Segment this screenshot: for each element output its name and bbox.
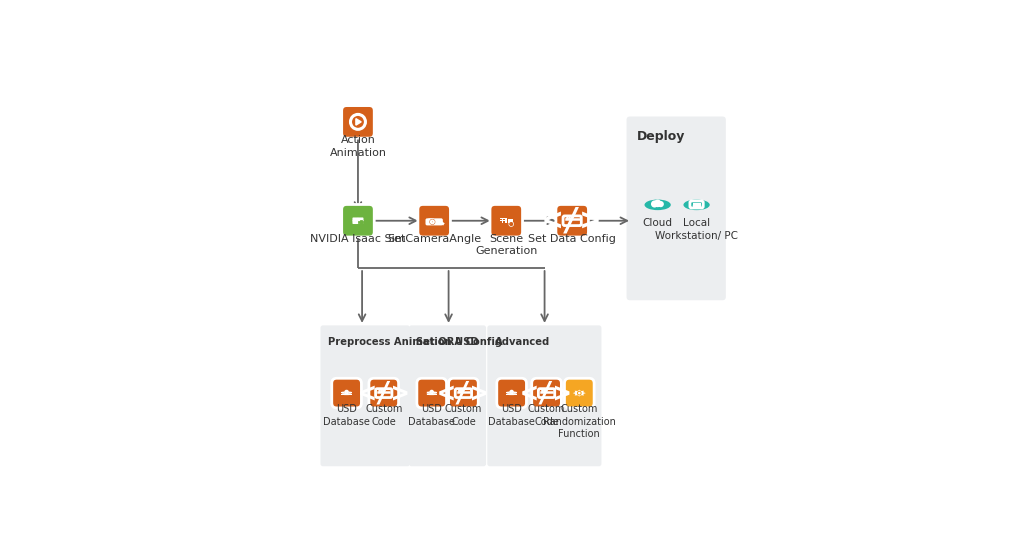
Circle shape xyxy=(657,201,664,207)
Circle shape xyxy=(381,391,382,392)
Ellipse shape xyxy=(341,394,351,395)
Text: Set ORA Config: Set ORA Config xyxy=(417,337,503,347)
FancyBboxPatch shape xyxy=(692,203,700,205)
FancyBboxPatch shape xyxy=(449,378,478,408)
FancyBboxPatch shape xyxy=(508,219,513,223)
Bar xyxy=(501,219,502,220)
Text: </>: </> xyxy=(358,379,409,408)
Ellipse shape xyxy=(427,392,437,393)
FancyBboxPatch shape xyxy=(426,218,442,225)
Bar xyxy=(341,392,351,393)
Bar xyxy=(507,392,517,393)
Bar xyxy=(503,220,505,221)
FancyBboxPatch shape xyxy=(369,378,398,408)
Circle shape xyxy=(571,218,572,219)
FancyBboxPatch shape xyxy=(321,325,410,467)
Polygon shape xyxy=(356,119,361,125)
Circle shape xyxy=(509,222,513,226)
Text: USD
Database: USD Database xyxy=(409,404,455,427)
Ellipse shape xyxy=(427,392,437,393)
Text: NVIDIA Isaac Sim: NVIDIA Isaac Sim xyxy=(310,234,406,244)
FancyBboxPatch shape xyxy=(564,378,594,408)
Bar xyxy=(501,220,502,221)
Circle shape xyxy=(383,391,384,392)
Ellipse shape xyxy=(683,200,710,210)
FancyBboxPatch shape xyxy=(342,105,374,138)
FancyBboxPatch shape xyxy=(409,325,486,467)
Ellipse shape xyxy=(341,392,351,393)
Circle shape xyxy=(577,391,582,395)
FancyBboxPatch shape xyxy=(418,204,451,237)
Text: Custom
Code: Custom Code xyxy=(366,404,402,427)
Text: Action
Animation: Action Animation xyxy=(330,135,386,158)
Ellipse shape xyxy=(652,203,663,207)
Ellipse shape xyxy=(341,392,351,393)
Ellipse shape xyxy=(507,393,517,394)
Bar xyxy=(503,219,505,220)
FancyBboxPatch shape xyxy=(417,378,446,408)
Ellipse shape xyxy=(341,393,351,394)
Text: USD
Database: USD Database xyxy=(324,404,370,427)
Polygon shape xyxy=(572,389,586,396)
Circle shape xyxy=(510,223,513,225)
Ellipse shape xyxy=(427,394,437,395)
Circle shape xyxy=(461,391,462,392)
Text: </>: </> xyxy=(521,379,571,408)
Circle shape xyxy=(345,390,348,394)
Circle shape xyxy=(651,201,658,208)
Circle shape xyxy=(578,392,581,394)
FancyBboxPatch shape xyxy=(531,378,561,408)
Circle shape xyxy=(379,391,380,392)
Text: </>: </> xyxy=(543,205,601,236)
FancyBboxPatch shape xyxy=(497,378,526,408)
Circle shape xyxy=(542,391,543,392)
Ellipse shape xyxy=(507,392,517,393)
Text: Cloud: Cloud xyxy=(643,218,673,228)
FancyBboxPatch shape xyxy=(357,220,364,224)
Text: Advanced: Advanced xyxy=(495,337,550,347)
Circle shape xyxy=(430,390,434,394)
FancyBboxPatch shape xyxy=(556,204,589,237)
FancyBboxPatch shape xyxy=(342,204,374,237)
Ellipse shape xyxy=(507,394,517,395)
Circle shape xyxy=(654,200,662,207)
FancyBboxPatch shape xyxy=(428,218,434,221)
Text: USD
Database: USD Database xyxy=(488,404,536,427)
Text: Set Data Config: Set Data Config xyxy=(528,234,616,244)
Circle shape xyxy=(569,218,570,219)
Text: SetCameraAngle: SetCameraAngle xyxy=(387,234,481,244)
Text: </>: </> xyxy=(438,379,488,408)
FancyBboxPatch shape xyxy=(490,204,522,237)
Bar xyxy=(427,392,437,393)
Bar xyxy=(503,222,505,223)
Text: Scene
Generation: Scene Generation xyxy=(475,234,538,256)
FancyBboxPatch shape xyxy=(357,217,364,221)
Circle shape xyxy=(566,218,568,219)
Text: Custom
Code: Custom Code xyxy=(527,404,565,427)
Circle shape xyxy=(463,391,464,392)
Ellipse shape xyxy=(507,392,517,393)
Text: Deploy: Deploy xyxy=(637,130,686,143)
Circle shape xyxy=(544,391,545,392)
FancyBboxPatch shape xyxy=(627,117,726,300)
Ellipse shape xyxy=(427,393,437,394)
Text: Custom
Code: Custom Code xyxy=(444,404,482,427)
FancyBboxPatch shape xyxy=(352,217,358,221)
Text: Local
Workstation/ PC: Local Workstation/ PC xyxy=(655,218,738,241)
FancyBboxPatch shape xyxy=(332,378,361,408)
Text: Preprocess Animation USD: Preprocess Animation USD xyxy=(328,337,478,347)
Circle shape xyxy=(459,391,460,392)
FancyBboxPatch shape xyxy=(501,218,507,224)
Circle shape xyxy=(546,391,547,392)
Text: Custom
Randomization
Function: Custom Randomization Function xyxy=(543,404,615,439)
Ellipse shape xyxy=(644,200,671,210)
Circle shape xyxy=(510,390,514,394)
Circle shape xyxy=(430,219,434,224)
FancyBboxPatch shape xyxy=(487,325,601,467)
FancyBboxPatch shape xyxy=(352,220,358,224)
Bar xyxy=(501,222,502,223)
